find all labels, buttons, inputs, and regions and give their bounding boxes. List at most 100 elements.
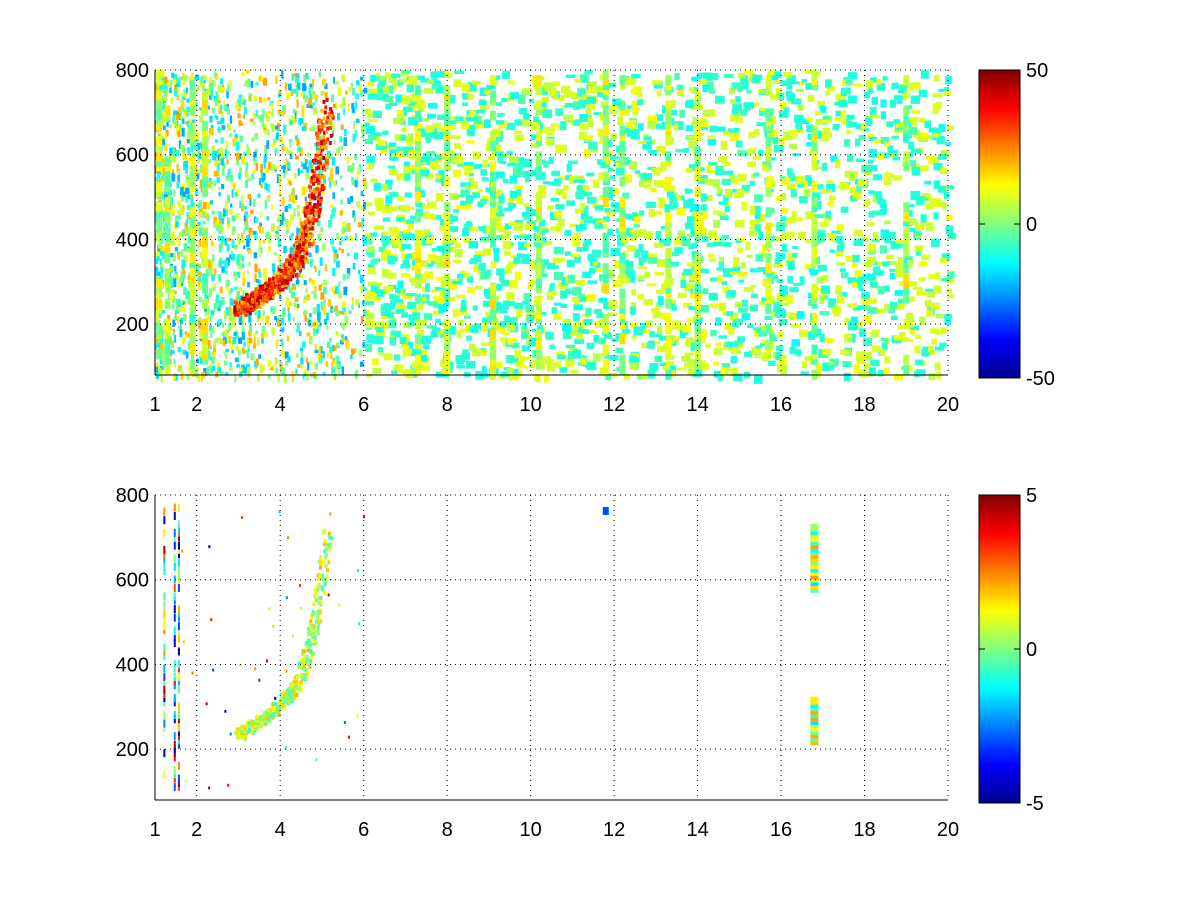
heatmap-cell — [427, 113, 436, 119]
heatmap-cell — [156, 173, 161, 181]
heatmap-cell — [181, 274, 185, 282]
heatmap-cell — [161, 292, 164, 297]
heatmap-cell — [811, 237, 818, 248]
heatmap-cell — [412, 166, 418, 171]
heatmap-cell — [535, 85, 542, 96]
heatmap-cell — [661, 283, 670, 292]
heatmap-cell — [248, 314, 252, 323]
heatmap-cell — [350, 82, 354, 87]
heatmap-cell — [161, 329, 164, 338]
heatmap-cell — [243, 303, 247, 308]
heatmap-cell — [775, 252, 781, 262]
heatmap-cell — [216, 120, 221, 125]
heatmap-cell — [248, 366, 252, 373]
heatmap-cell — [161, 235, 164, 244]
heatmap-cell — [782, 82, 790, 87]
heatmap-cell — [160, 374, 163, 383]
heatmap-cell — [793, 81, 800, 85]
heatmap-cell — [873, 139, 882, 143]
heatmap-cell — [414, 181, 421, 192]
heatmap-cell — [535, 359, 542, 370]
heatmap-cell — [330, 168, 334, 174]
heatmap-cell — [392, 239, 403, 247]
heatmap-cell — [405, 293, 416, 297]
heatmap-cell — [347, 197, 351, 205]
heatmap-cell — [918, 277, 926, 281]
heatmap-cell — [427, 79, 435, 84]
heatmap-cell — [896, 96, 903, 104]
heatmap-cell — [332, 366, 335, 374]
heatmap-cell — [224, 149, 228, 158]
heatmap-cell — [284, 205, 289, 213]
heatmap-cell — [248, 337, 253, 344]
heatmap-cell — [756, 122, 767, 127]
heatmap-cell — [610, 202, 621, 208]
heatmap-cell — [267, 97, 271, 101]
heatmap-cell — [816, 214, 826, 218]
heatmap-cell — [935, 272, 941, 279]
heatmap-cell — [540, 100, 547, 108]
heatmap-cell — [493, 253, 500, 262]
heatmap-cell — [811, 344, 818, 355]
heatmap-cell — [863, 262, 873, 268]
heatmap-cell — [780, 192, 786, 201]
heatmap-cell — [278, 175, 283, 183]
heatmap-cell — [249, 197, 252, 207]
heatmap-cell — [569, 176, 576, 184]
heatmap-cell — [219, 104, 223, 110]
heatmap-cell — [721, 280, 728, 286]
heatmap-cell — [177, 201, 181, 207]
heatmap-cell — [625, 274, 632, 279]
heatmap-cell — [553, 272, 564, 281]
heatmap-cell — [337, 87, 342, 97]
heatmap-cell — [742, 74, 748, 79]
heatmap-cell — [861, 164, 872, 173]
heatmap-cell — [866, 256, 876, 265]
heatmap-cell — [212, 242, 216, 247]
heatmap-cell — [229, 361, 232, 371]
heatmap-cell — [202, 120, 209, 131]
heatmap-cell — [934, 127, 942, 133]
heatmap-cell — [202, 176, 209, 187]
heatmap-cell — [909, 325, 920, 330]
heatmap-cell — [189, 80, 196, 91]
heatmap-cell — [500, 321, 507, 328]
heatmap-cell — [791, 210, 797, 218]
heatmap-cell — [414, 192, 421, 202]
heatmap-cell — [334, 250, 337, 259]
heatmap-cell — [647, 150, 657, 154]
heatmap-cell — [558, 282, 569, 290]
heatmap-cell — [780, 216, 787, 222]
heatmap-cell — [171, 342, 174, 347]
heatmap-cell — [403, 166, 413, 174]
heatmap-cell — [596, 219, 607, 223]
heatmap-cell — [276, 100, 280, 106]
heatmap-cell — [189, 258, 196, 269]
heatmap-cell — [238, 337, 243, 344]
heatmap-cell — [233, 310, 237, 315]
heatmap-cell — [159, 365, 164, 370]
heatmap-cell — [219, 147, 223, 155]
heatmap-cell — [314, 268, 318, 273]
heatmap-cell — [367, 93, 377, 100]
heatmap-cell — [514, 350, 522, 359]
heatmap-cell — [665, 176, 672, 187]
heatmap-cell — [947, 271, 955, 279]
heatmap-cell — [630, 302, 637, 310]
heatmap-cell — [414, 171, 421, 182]
heatmap-cell — [422, 344, 430, 350]
heatmap-cell — [809, 269, 818, 276]
heatmap-cell — [717, 126, 726, 132]
heatmap-cell — [276, 174, 281, 184]
heatmap-cell — [161, 139, 165, 145]
heatmap-cell — [309, 127, 313, 132]
heatmap-cell — [655, 333, 662, 338]
heatmap-cell — [752, 327, 762, 331]
heatmap-cell — [246, 353, 250, 357]
heatmap-cell — [414, 319, 421, 330]
heatmap-cell — [312, 239, 316, 246]
heatmap-cell — [914, 345, 921, 354]
heatmap-cell — [553, 210, 563, 219]
heatmap-cell — [389, 102, 398, 107]
heatmap-cell — [174, 79, 177, 85]
